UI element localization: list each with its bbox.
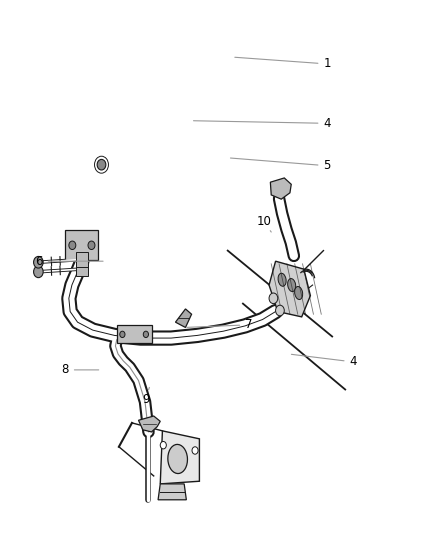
Polygon shape — [160, 431, 199, 484]
Text: 4: 4 — [291, 354, 357, 368]
Text: 5: 5 — [230, 158, 331, 172]
Circle shape — [34, 266, 43, 278]
Circle shape — [69, 241, 76, 249]
Text: 8: 8 — [61, 364, 99, 376]
Circle shape — [143, 331, 148, 337]
Polygon shape — [117, 325, 152, 343]
Text: 1: 1 — [235, 57, 331, 70]
Polygon shape — [270, 178, 291, 199]
Polygon shape — [269, 261, 311, 317]
Circle shape — [269, 293, 278, 304]
Ellipse shape — [288, 279, 296, 292]
Text: 7: 7 — [187, 318, 253, 332]
Polygon shape — [138, 416, 160, 432]
Ellipse shape — [168, 445, 187, 473]
Circle shape — [34, 256, 43, 268]
Text: 10: 10 — [256, 215, 271, 232]
Text: 4: 4 — [194, 117, 331, 130]
Circle shape — [276, 305, 284, 316]
Circle shape — [120, 331, 125, 337]
Polygon shape — [176, 309, 191, 327]
Text: 6: 6 — [35, 255, 103, 268]
FancyBboxPatch shape — [76, 262, 88, 277]
Circle shape — [88, 241, 95, 249]
FancyBboxPatch shape — [76, 252, 88, 267]
Text: 9: 9 — [142, 387, 149, 406]
Circle shape — [192, 447, 198, 454]
Circle shape — [97, 159, 106, 170]
Polygon shape — [65, 230, 99, 260]
Ellipse shape — [295, 287, 303, 300]
Polygon shape — [158, 484, 186, 500]
Ellipse shape — [278, 273, 286, 286]
Circle shape — [160, 441, 166, 449]
